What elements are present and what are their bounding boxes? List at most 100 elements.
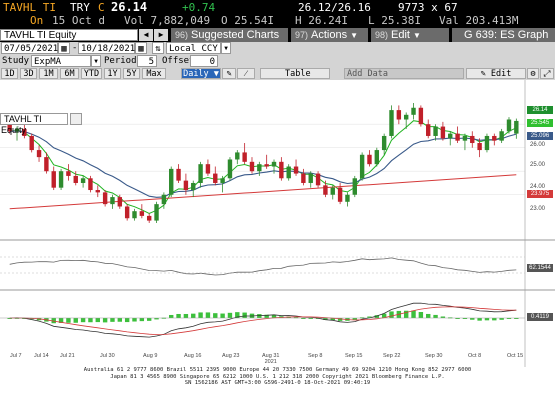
menu-number: 98)	[375, 30, 389, 40]
quote-date: 15 Oct d	[52, 14, 105, 27]
candle-body	[29, 135, 34, 151]
quote-header: TAVHL TI TRY C 26.14 +0.74 26.12/26.16 9…	[0, 0, 555, 28]
ticker: TAVHL TI	[3, 1, 56, 14]
macd-histogram-bar	[381, 313, 387, 318]
candle-body	[374, 150, 380, 165]
draw-tool-icon[interactable]: ✎	[222, 68, 236, 79]
macd-histogram-bar	[352, 318, 357, 320]
macd-value-label: 0.4119	[527, 313, 553, 321]
macd-histogram-bar	[7, 318, 12, 319]
range-tab-5y[interactable]: 5Y	[123, 68, 140, 79]
start-date-input[interactable]: 07/05/2021	[1, 42, 58, 54]
ema-long-line	[9, 174, 517, 210]
edit-menu[interactable]: 98) Edit ▼	[371, 28, 449, 42]
suggested-charts-menu[interactable]: 96)Suggested Charts ▼	[171, 28, 288, 54]
candle-body	[330, 187, 335, 195]
candle-body	[279, 161, 284, 179]
pencil-icon: ✎	[480, 69, 486, 79]
add-data-input[interactable]: Add Data	[344, 68, 464, 79]
candle-body	[484, 135, 490, 151]
candle-body	[389, 110, 394, 136]
currency-arrow-icon[interactable]: ⇅	[152, 42, 164, 54]
range-tab-1y[interactable]: 1Y	[104, 68, 121, 79]
range-tab-1m[interactable]: 1M	[39, 68, 58, 79]
macd-histogram-bar	[477, 318, 482, 321]
study-label: Study	[2, 56, 30, 66]
macd-histogram-bar	[514, 318, 519, 319]
candle-body	[345, 194, 350, 202]
candle-body	[249, 161, 255, 172]
y-tick: 26.00	[530, 142, 546, 148]
legend-toggle-icon[interactable]	[70, 113, 82, 125]
menu-number: 97)	[295, 30, 309, 40]
range-tab-ytd[interactable]: YTD	[81, 68, 102, 79]
actions-menu[interactable]: 97) Actions ▼	[291, 28, 368, 42]
chevron-down-icon: ▼	[350, 31, 359, 40]
candle-body	[315, 173, 321, 186]
volume: Vol 7,882,049	[124, 14, 211, 27]
edit-chart-button[interactable]: ✎ Edit Chart	[466, 68, 526, 90]
candle-body	[183, 180, 189, 191]
range-tab-6m[interactable]: 6M	[60, 68, 79, 79]
frequency-select[interactable]: Daily ▼	[181, 68, 221, 79]
candle-body	[117, 197, 123, 207]
x-tick: Jul 14	[34, 353, 49, 359]
macd-histogram-bar	[499, 318, 504, 320]
line-tool-icon[interactable]: ⁄	[237, 68, 255, 79]
x-tick: Aug 16	[184, 353, 202, 359]
prev-security-button[interactable]: ◀	[139, 29, 153, 41]
macd-histogram-bar	[492, 318, 497, 321]
calendar-icon[interactable]: ▦	[58, 42, 70, 54]
price-change: +0.74	[182, 1, 216, 14]
expand-icon[interactable]: ⤢	[540, 68, 554, 79]
x-tick: Aug 31 2021	[262, 353, 280, 365]
study-select[interactable]: ExpMA	[31, 55, 91, 67]
candle-body	[323, 185, 328, 195]
security-field[interactable]: TAVHL TI Equity	[0, 29, 138, 41]
candle-body	[139, 211, 145, 216]
x-tick: Sep 30	[425, 353, 443, 359]
candle-body	[7, 119, 12, 132]
price-chart[interactable]	[0, 80, 555, 367]
candle-body	[132, 211, 137, 219]
range-tab-max[interactable]: Max	[142, 68, 166, 79]
range-tab-1d[interactable]: 1D	[1, 68, 18, 79]
range-tab-3d[interactable]: 3D	[20, 68, 37, 79]
candle-body	[66, 171, 71, 176]
next-security-button[interactable]: ▶	[154, 29, 168, 41]
candle-body	[381, 135, 387, 151]
x-tick: Sep 22	[383, 353, 401, 359]
end-date-input[interactable]: 10/18/2021	[78, 42, 135, 54]
candle-body	[506, 119, 512, 132]
macd-histogram-bar	[102, 318, 108, 323]
currency-select[interactable]: Local CCY	[166, 42, 221, 54]
macd-histogram-bar	[146, 318, 152, 321]
macd-histogram-bar	[271, 314, 277, 318]
settings-icon[interactable]: ⚙	[527, 68, 539, 79]
macd-histogram-bar	[51, 318, 56, 324]
period-input[interactable]: 5	[137, 55, 157, 67]
macd-histogram-bar	[227, 312, 233, 318]
y-tick: 23.00	[530, 206, 546, 212]
macd-histogram-bar	[470, 318, 475, 320]
macd-histogram-bar	[191, 313, 196, 318]
macd-histogram-bar	[58, 318, 64, 323]
period-label: Period	[104, 56, 137, 66]
candle-body	[36, 150, 42, 158]
candle-body	[514, 120, 519, 134]
candle-body	[44, 157, 49, 172]
macd-histogram-bar	[95, 318, 100, 323]
candle-body	[235, 152, 240, 160]
chevron-down-icon[interactable]: ▼	[221, 42, 231, 54]
table-button[interactable]: Table	[260, 68, 330, 79]
offset-input[interactable]: 0	[190, 55, 218, 67]
candle-body	[477, 143, 482, 151]
candle-body	[198, 164, 203, 183]
chart-area[interactable]	[0, 80, 555, 400]
calendar-icon[interactable]: ▦	[135, 42, 147, 54]
macd-histogram-bar	[323, 318, 328, 320]
chevron-down-icon[interactable]: ▼	[91, 55, 101, 67]
macd-histogram-bar	[154, 318, 159, 320]
macd-histogram-bar	[337, 318, 343, 321]
x-tick: Jul 21	[60, 353, 75, 359]
